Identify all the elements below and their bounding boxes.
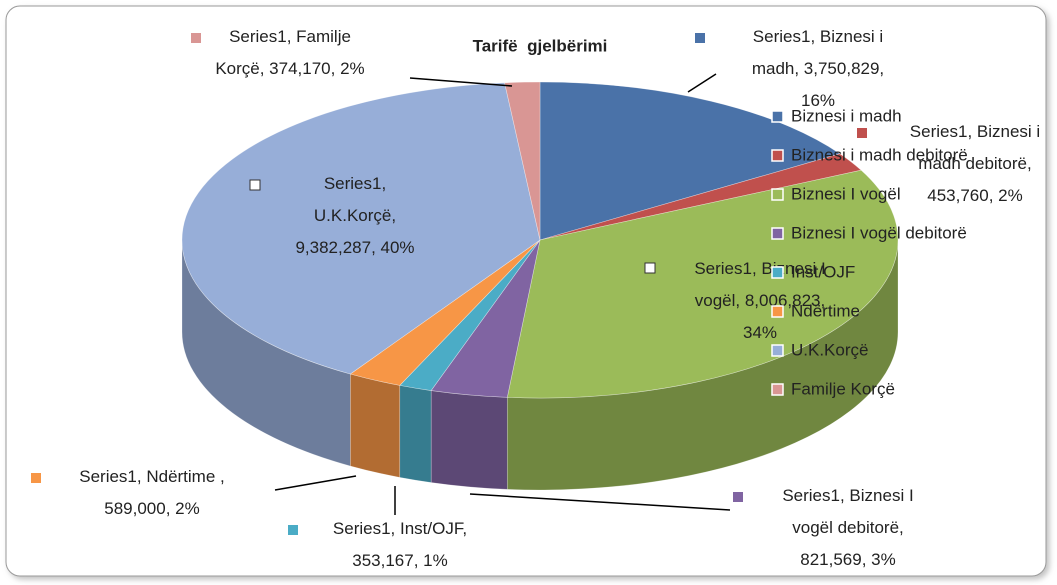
data-label: Series1, Biznesi i madh, 3,750,829, 16% (752, 27, 884, 110)
legend-marker (771, 305, 784, 318)
pie-slice (504, 81, 541, 241)
data-label: Series1, Biznesi i madh debitorë, 453,760,… (910, 122, 1040, 205)
data-label: Series1, Biznesi I vogël, 8,006,823, 34% (694, 259, 825, 342)
label-marker (857, 128, 867, 138)
data-label: Series1, Ndërtime , 589,000, 2% (79, 467, 225, 518)
data-label: Series1, Familje Korçë, 374,170, 2% (215, 27, 364, 78)
label-marker (644, 262, 656, 274)
data-label-line: 453,760, 2% (927, 186, 1022, 205)
legend-label: Inst/OJF (791, 262, 855, 281)
data-label-line: Series1, Biznesi I (694, 259, 825, 278)
data-label-line: Korçë, 374,170, 2% (215, 59, 364, 78)
leader-line (687, 73, 717, 93)
data-label-line: 821,569, 3% (800, 550, 895, 569)
legend-marker (771, 266, 784, 279)
label-marker (249, 179, 261, 191)
leader-line (409, 77, 513, 87)
label-marker (31, 473, 41, 483)
data-label: Series1, Biznesi I vogël debitorë, 821,569… (782, 486, 913, 569)
data-label-line: U.K.Korçë, (314, 206, 396, 225)
legend-marker (771, 383, 784, 396)
pie-side (430, 390, 508, 490)
data-label-line: Series1, Biznesi i (753, 27, 883, 46)
data-label-line: Series1, Inst/OJF, (333, 519, 467, 538)
pie-slice (181, 82, 541, 375)
chart-title: Tarifë gjelbërimi (473, 36, 608, 55)
label-marker (191, 33, 201, 43)
pie-side (399, 385, 432, 483)
label-marker (695, 33, 705, 43)
legend-marker (771, 188, 784, 201)
pie-slice (506, 169, 899, 399)
label-marker (733, 492, 743, 502)
data-label-line: 353,167, 1% (352, 551, 447, 570)
data-label-line: madh, 3,750,829, (752, 59, 884, 78)
data-label-line: 16% (801, 91, 835, 110)
legend-label: U.K.Korçë (791, 340, 868, 359)
data-label-line: 589,000, 2% (104, 499, 199, 518)
legend-marker (771, 344, 784, 357)
legend-marker (771, 149, 784, 162)
data-label-line: Series1, Ndërtime , (79, 467, 225, 486)
data-label: Series1, Inst/OJF, 353,167, 1% (333, 519, 467, 570)
data-label-line: Series1, Familje (229, 27, 351, 46)
data-label-line: madh debitorë, (918, 154, 1031, 173)
legend-label: Biznesi i madh (791, 106, 902, 125)
leader-line (274, 475, 357, 491)
legend-label: Biznesi I vogël debitorë (791, 223, 967, 242)
data-label-line: vogël, 8,006,823, (695, 291, 825, 310)
data-label-line: 34% (743, 323, 777, 342)
data-label-line: vogël debitorë, (792, 518, 904, 537)
legend-label: Familje Korçë (791, 379, 895, 398)
data-label-line: Series1, Biznesi i (910, 122, 1040, 141)
legend-marker (771, 227, 784, 240)
leader-line (469, 493, 731, 511)
pie-slice (539, 81, 841, 241)
legend-label: Ndërtime (791, 301, 860, 320)
legend-label: Biznesi i madh debitorë (791, 145, 968, 164)
pie-side (349, 373, 401, 478)
legend-label: Biznesi I vogël (791, 184, 901, 203)
label-marker (288, 525, 298, 535)
data-label-line: Series1, Biznesi I (782, 486, 913, 505)
data-label-line: Series1, (324, 174, 386, 193)
data-label: Series1, U.K.Korçë, 9,382,287, 40% (295, 174, 414, 257)
legend-marker (771, 110, 784, 123)
data-label-line: 9,382,287, 40% (295, 238, 414, 257)
